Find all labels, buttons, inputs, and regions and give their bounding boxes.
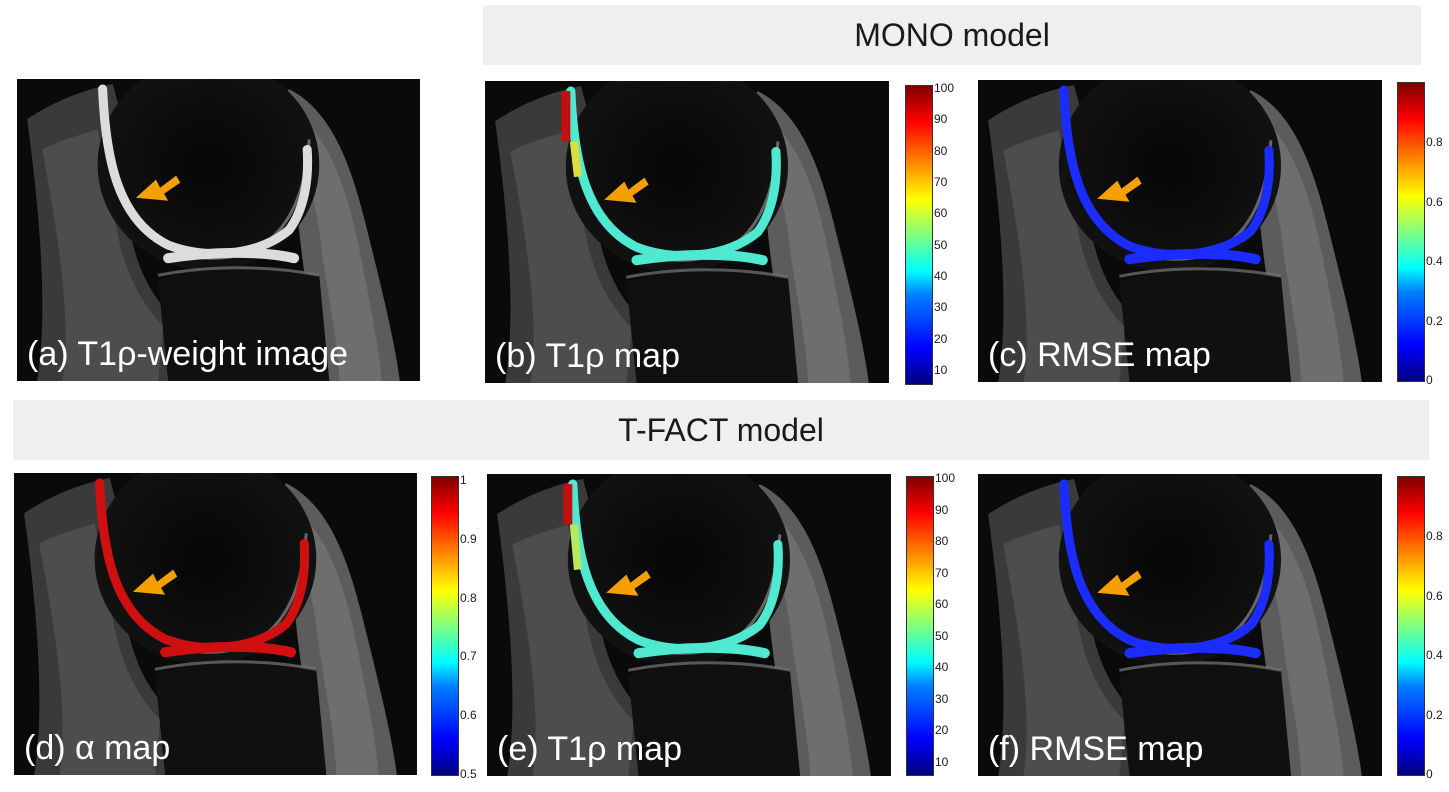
t1rho-colorbar-top (905, 85, 933, 385)
knee-t1rho-map-tfact (487, 474, 891, 776)
mono-model-banner: MONO model (483, 5, 1421, 65)
t1rho-colorbar-top-tick: 30 (934, 300, 948, 315)
knee-rmse-map-tfact (978, 474, 1382, 776)
t1rho-colorbar-top-tick: 70 (934, 175, 948, 189)
t1rho-colorbar-top-tick: 20 (934, 331, 948, 346)
arrow-icon (606, 570, 651, 596)
rmse-colorbar-bottom (1397, 476, 1425, 776)
panel-b-label: (b) T1ρ map (495, 337, 680, 375)
t1rho-colorbar-top-tick: 10 (934, 363, 948, 377)
alpha-colorbar-tick: 0.9 (460, 531, 477, 546)
tfact-model-banner: T-FACT model (13, 400, 1429, 460)
t1rho-colorbar-bottom-tick: 10 (935, 755, 949, 769)
rmse-colorbar-bottom-tick: 0.4 (1426, 648, 1443, 662)
arrow-icon (604, 177, 649, 203)
rmse-colorbar-top-tick: 0.6 (1426, 194, 1443, 209)
panel-e-label: (e) T1ρ map (497, 730, 682, 768)
t1rho-colorbar-bottom-tick: 40 (935, 660, 949, 675)
panel-d-label: (d) α map (24, 729, 171, 767)
t1rho-colorbar-bottom-tick: 100 (935, 471, 956, 485)
panel-f-label: (f) RMSE map (988, 730, 1204, 768)
rmse-colorbar-bottom-tick: 0 (1426, 767, 1433, 781)
knee-t1rho-map (485, 81, 889, 383)
panel-b-t1rho-map: (b) T1ρ map (485, 81, 889, 383)
t1rho-colorbar-bottom-tick: 20 (935, 723, 949, 738)
rmse-colorbar-top-tick: 0.4 (1426, 254, 1443, 268)
rmse-colorbar-top-tick: 0.8 (1426, 135, 1443, 149)
arrow-icon (1097, 570, 1142, 596)
knee-rmse-map (978, 80, 1382, 382)
t1rho-colorbar-bottom-tick: 90 (935, 502, 949, 517)
tfact-model-title: T-FACT model (618, 411, 824, 448)
alpha-colorbar-tick: 1 (460, 473, 467, 487)
rmse-colorbar-bottom-tick: 0.6 (1426, 588, 1443, 603)
alpha-colorbar-tick: 0.5 (460, 767, 477, 781)
t1rho-colorbar-top-tick: 40 (934, 269, 948, 283)
knee-mri-image (17, 79, 420, 381)
t1rho-colorbar-bottom-tick: 30 (935, 691, 949, 706)
panel-c-rmse-map: (c) RMSE map (978, 80, 1382, 382)
rmse-colorbar-top (1397, 82, 1425, 382)
arrow-icon (132, 569, 178, 595)
t1rho-colorbar-bottom-tick: 70 (935, 565, 949, 580)
t1rho-colorbar-top-tick: 90 (934, 112, 948, 127)
knee-alpha-map (14, 473, 417, 775)
t1rho-colorbar-bottom (906, 476, 934, 776)
rmse-colorbar-top-tick: 0.2 (1426, 313, 1443, 328)
t1rho-colorbar-top-tick: 50 (934, 237, 948, 252)
panel-e-t1rho-map: (e) T1ρ map (487, 474, 891, 776)
panel-a-label: (a) T1ρ-weight image (27, 335, 349, 373)
alpha-colorbar-tick: 0.8 (460, 590, 477, 605)
t1rho-colorbar-top-tick: 60 (934, 206, 948, 221)
t1rho-colorbar-bottom-tick: 50 (935, 628, 949, 643)
t1rho-colorbar-bottom-tick: 60 (935, 597, 949, 612)
rmse-colorbar-bottom-tick: 0.2 (1426, 707, 1443, 722)
alpha-colorbar-tick: 0.6 (460, 708, 477, 723)
t1rho-colorbar-top-tick: 80 (934, 143, 948, 158)
alpha-colorbar (431, 476, 459, 776)
arrow-icon (135, 175, 181, 201)
rmse-colorbar-top-tick: 0 (1426, 373, 1433, 387)
panel-f-rmse-map: (f) RMSE map (978, 474, 1382, 776)
panel-d-alpha-map: (d) α map (14, 473, 417, 775)
arrow-icon (1097, 176, 1142, 202)
t1rho-colorbar-bottom-tick: 80 (935, 534, 949, 549)
rmse-colorbar-bottom-tick: 0.8 (1426, 529, 1443, 543)
panel-c-label: (c) RMSE map (988, 336, 1211, 374)
alpha-colorbar-tick: 0.7 (460, 649, 477, 664)
t1rho-colorbar-top-tick: 100 (934, 81, 955, 95)
mono-model-title: MONO model (854, 16, 1050, 53)
panel-a-t1rho-weight-image: (a) T1ρ-weight image (17, 79, 420, 381)
